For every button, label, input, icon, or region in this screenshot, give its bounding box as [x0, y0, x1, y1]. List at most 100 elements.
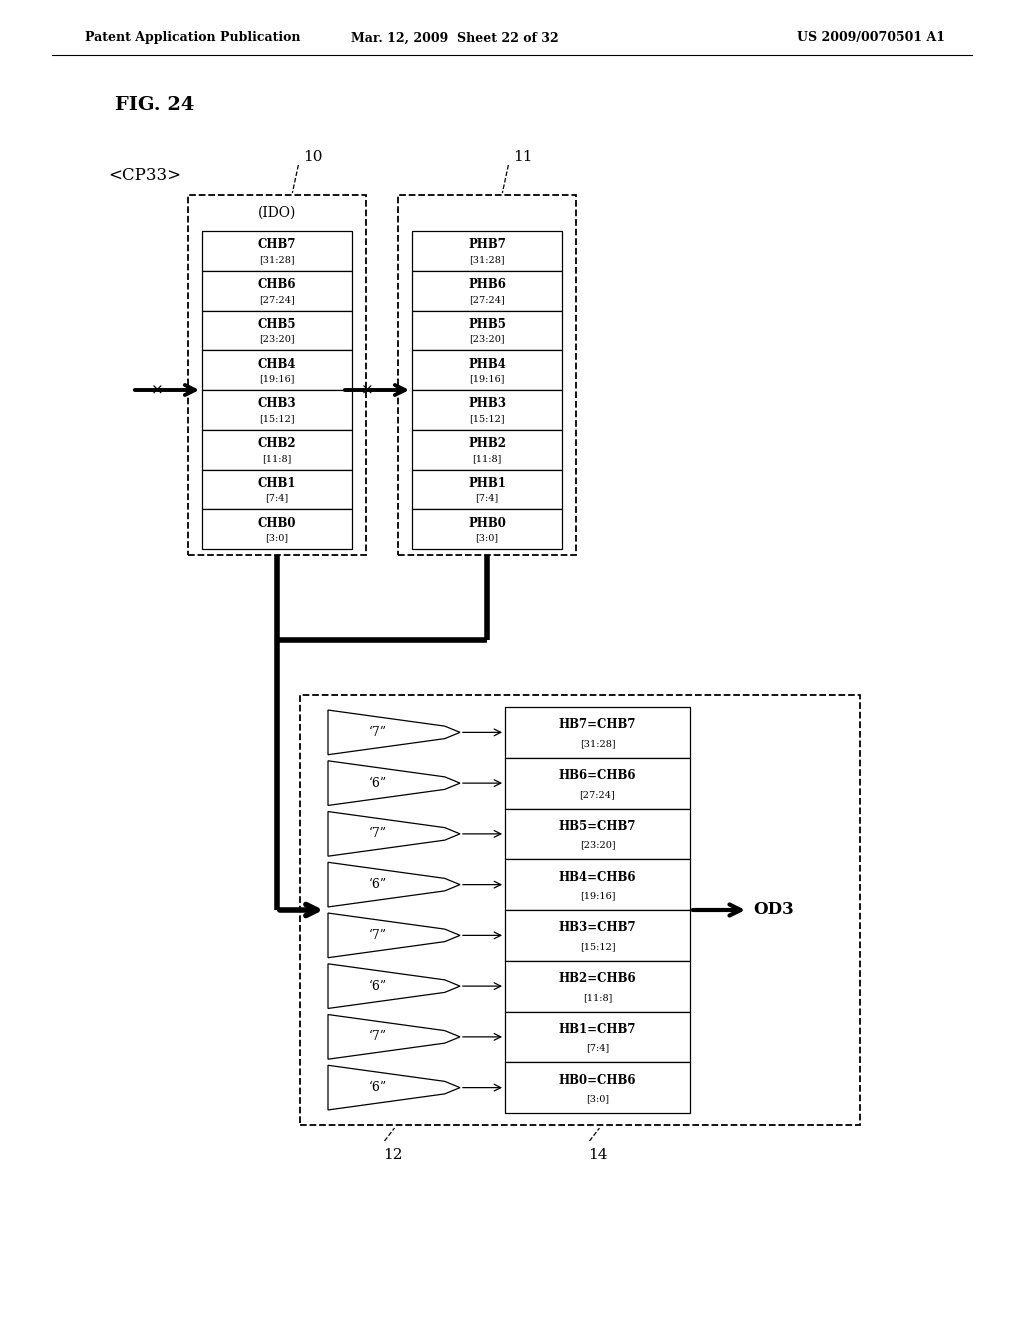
Text: [27:24]: [27:24] — [580, 789, 615, 799]
Text: [7:4]: [7:4] — [475, 494, 499, 503]
Text: [7:4]: [7:4] — [586, 1044, 609, 1052]
Bar — [202, 310, 352, 350]
Text: ‘6”: ‘6” — [369, 878, 387, 891]
Text: ×: × — [151, 383, 164, 397]
Bar — [505, 859, 690, 909]
Text: [23:20]: [23:20] — [580, 841, 615, 850]
Text: (IDO): (IDO) — [258, 206, 296, 220]
Text: PHB4: PHB4 — [468, 358, 506, 371]
Bar — [412, 389, 562, 430]
Text: [31:28]: [31:28] — [259, 255, 295, 264]
Bar — [505, 808, 690, 859]
Text: FIG. 24: FIG. 24 — [115, 96, 195, 114]
Text: [19:16]: [19:16] — [259, 375, 295, 383]
Bar — [202, 271, 352, 310]
Text: ‘7”: ‘7” — [370, 726, 387, 739]
Bar — [188, 195, 366, 554]
Text: CHB3: CHB3 — [258, 397, 296, 411]
Text: [7:4]: [7:4] — [265, 494, 289, 503]
Bar — [505, 708, 690, 758]
Polygon shape — [328, 913, 460, 958]
Text: PHB5: PHB5 — [468, 318, 506, 331]
Text: OD3: OD3 — [753, 902, 794, 919]
Text: 12: 12 — [383, 1148, 402, 1162]
Text: [15:12]: [15:12] — [469, 414, 505, 424]
Bar — [412, 510, 562, 549]
Text: PHB1: PHB1 — [468, 477, 506, 490]
Text: ‘6”: ‘6” — [369, 776, 387, 789]
Text: ×: × — [360, 383, 374, 397]
Text: ‘6”: ‘6” — [369, 1081, 387, 1094]
Text: 10: 10 — [303, 150, 323, 164]
Text: [23:20]: [23:20] — [469, 335, 505, 343]
Text: [3:0]: [3:0] — [586, 1094, 609, 1104]
Text: ‘7”: ‘7” — [370, 828, 387, 841]
Text: HB3=CHB7: HB3=CHB7 — [559, 921, 636, 935]
Text: CHB6: CHB6 — [258, 279, 296, 292]
Bar — [412, 271, 562, 310]
Text: [11:8]: [11:8] — [262, 454, 292, 463]
Bar — [202, 389, 352, 430]
Text: [19:16]: [19:16] — [580, 891, 615, 900]
Text: [3:0]: [3:0] — [265, 533, 289, 543]
Bar — [505, 961, 690, 1011]
Text: [15:12]: [15:12] — [259, 414, 295, 424]
Text: CHB5: CHB5 — [258, 318, 296, 331]
Polygon shape — [328, 862, 460, 907]
Bar — [505, 1011, 690, 1063]
Polygon shape — [328, 1015, 460, 1059]
Text: CHB7: CHB7 — [258, 239, 296, 251]
Bar — [202, 231, 352, 271]
Text: ‘6”: ‘6” — [369, 979, 387, 993]
Bar — [412, 430, 562, 470]
Text: CHB4: CHB4 — [258, 358, 296, 371]
Text: PHB0: PHB0 — [468, 516, 506, 529]
Bar — [412, 310, 562, 350]
Bar — [202, 430, 352, 470]
Text: [11:8]: [11:8] — [583, 993, 612, 1002]
Bar — [505, 1063, 690, 1113]
Polygon shape — [328, 1065, 460, 1110]
Text: [11:8]: [11:8] — [472, 454, 502, 463]
Text: CHB0: CHB0 — [258, 516, 296, 529]
Bar — [412, 350, 562, 389]
Text: HB1=CHB7: HB1=CHB7 — [559, 1023, 636, 1036]
Bar — [412, 231, 562, 271]
Bar — [202, 510, 352, 549]
Text: PHB6: PHB6 — [468, 279, 506, 292]
Text: HB7=CHB7: HB7=CHB7 — [559, 718, 636, 731]
Polygon shape — [328, 812, 460, 857]
Text: HB0=CHB6: HB0=CHB6 — [559, 1073, 636, 1086]
Polygon shape — [328, 710, 460, 755]
Bar — [202, 470, 352, 510]
Text: PHB7: PHB7 — [468, 239, 506, 251]
Text: ‘7”: ‘7” — [370, 1031, 387, 1043]
Text: [27:24]: [27:24] — [259, 294, 295, 304]
Text: [23:20]: [23:20] — [259, 335, 295, 343]
Polygon shape — [328, 964, 460, 1008]
Bar — [505, 758, 690, 808]
Bar — [300, 696, 860, 1125]
Text: Patent Application Publication: Patent Application Publication — [85, 32, 300, 45]
Text: [3:0]: [3:0] — [475, 533, 499, 543]
Polygon shape — [328, 760, 460, 805]
Text: HB5=CHB7: HB5=CHB7 — [559, 820, 636, 833]
Text: PHB2: PHB2 — [468, 437, 506, 450]
Text: [27:24]: [27:24] — [469, 294, 505, 304]
Text: ‘7”: ‘7” — [370, 929, 387, 942]
Text: HB4=CHB6: HB4=CHB6 — [559, 870, 636, 883]
Text: 14: 14 — [588, 1148, 607, 1162]
Text: Mar. 12, 2009  Sheet 22 of 32: Mar. 12, 2009 Sheet 22 of 32 — [351, 32, 559, 45]
Text: <CP33>: <CP33> — [108, 166, 181, 183]
Text: CHB2: CHB2 — [258, 437, 296, 450]
Text: [31:28]: [31:28] — [580, 739, 615, 748]
Bar — [505, 909, 690, 961]
Text: [19:16]: [19:16] — [469, 375, 505, 383]
Text: 11: 11 — [513, 150, 532, 164]
Text: [31:28]: [31:28] — [469, 255, 505, 264]
Text: HB6=CHB6: HB6=CHB6 — [559, 770, 636, 781]
Text: US 2009/0070501 A1: US 2009/0070501 A1 — [797, 32, 945, 45]
Text: CHB1: CHB1 — [258, 477, 296, 490]
Bar — [398, 195, 575, 554]
Bar — [412, 470, 562, 510]
